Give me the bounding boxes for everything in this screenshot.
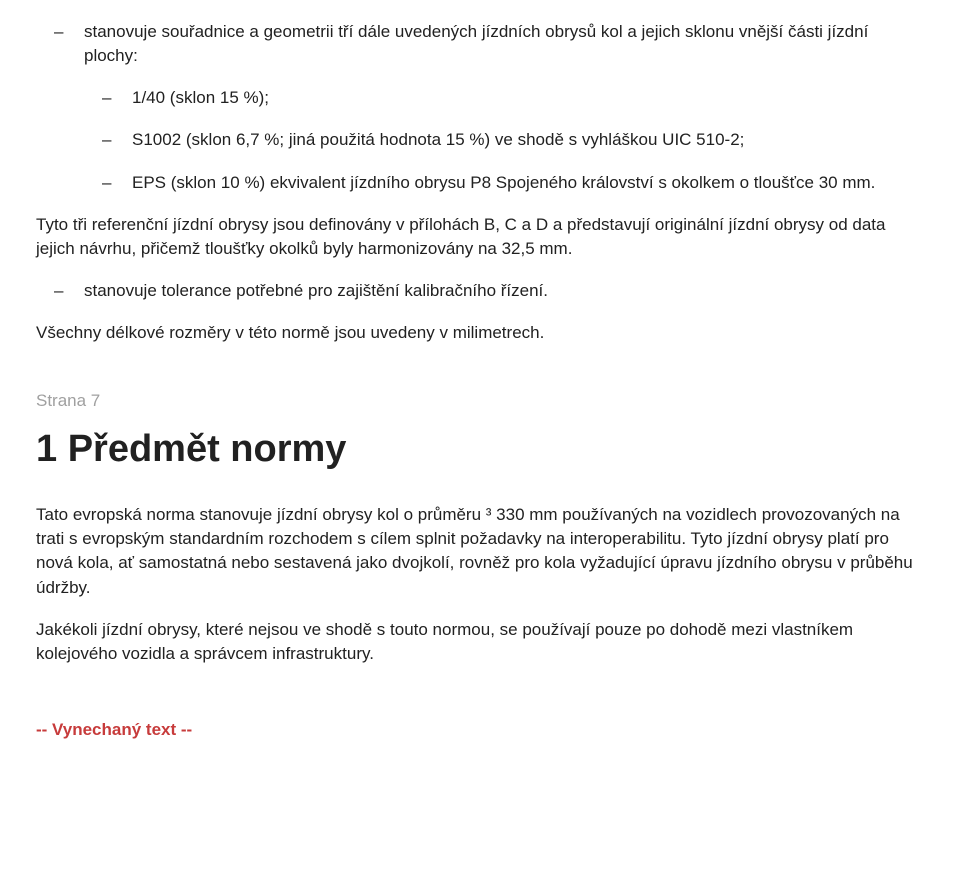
list-item-nested: – EPS (sklon 10 %) ekvivalent jízdního o… <box>36 171 924 195</box>
paragraph-lengths: Všechny délkové rozměry v této normě jso… <box>36 321 924 345</box>
dash-bullet: – <box>84 86 132 110</box>
omitted-text-marker: -- Vynechaný text -- <box>36 718 924 742</box>
paragraph-scope: Jakékoli jízdní obrysy, které nejsou ve … <box>36 618 924 666</box>
list-item-nested: – 1/40 (sklon 15 %); <box>36 86 924 110</box>
paragraph-reference: Tyto tři referenční jízdní obrysy jsou d… <box>36 213 924 261</box>
dash-bullet: – <box>36 279 84 303</box>
list-item-text: 1/40 (sklon 15 %); <box>132 86 924 110</box>
list-item: – stanovuje tolerance potřebné pro zajiš… <box>36 279 924 303</box>
dash-bullet: – <box>84 128 132 152</box>
list-item-text: EPS (sklon 10 %) ekvivalent jízdního obr… <box>132 171 924 195</box>
paragraph-scope: Tato evropská norma stanovuje jízdní obr… <box>36 503 924 600</box>
list-item-text: stanovuje souřadnice a geometrii tří dál… <box>84 20 924 68</box>
list-item-nested: – S1002 (sklon 6,7 %; jiná použitá hodno… <box>36 128 924 152</box>
list-item-text: S1002 (sklon 6,7 %; jiná použitá hodnota… <box>132 128 924 152</box>
dash-bullet: – <box>84 171 132 195</box>
section-heading: 1 Předmět normy <box>36 423 924 477</box>
page-marker: Strana 7 <box>36 389 924 413</box>
list-item-text: stanovuje tolerance potřebné pro zajiště… <box>84 279 924 303</box>
list-item: – stanovuje souřadnice a geometrii tří d… <box>36 20 924 68</box>
dash-bullet: – <box>36 20 84 68</box>
